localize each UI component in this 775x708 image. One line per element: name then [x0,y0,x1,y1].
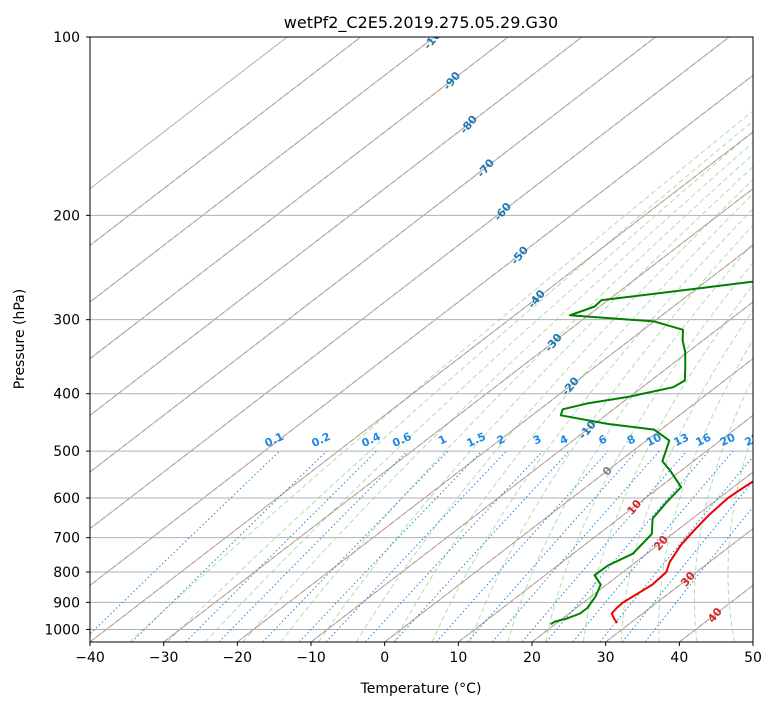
moist-adiabat-line [393,193,753,642]
x-tick-label: 30 [597,650,615,666]
mixing-ratio-line [262,450,449,642]
isotherm-line [531,471,753,642]
x-tick-label: 10 [449,650,467,666]
moist-adiabat-line [583,283,753,642]
mixing-ratio-line [436,450,609,642]
y-tick-label: 100 [53,30,80,46]
x-tick-label: −10 [296,650,326,666]
x-axis: −40 −30 −20 −10 0 10 20 30 40 50 [75,642,762,666]
isotherm-line [384,358,753,642]
isotherm-line [458,414,753,642]
isotherm-line [90,37,362,246]
mixing-ratio-line [467,450,638,642]
mixing-ratio-line [364,450,544,642]
mixing-ratio-line [545,450,710,642]
moist-adiabat-line [507,242,753,642]
chart-title: wetPf2_C2E5.2019.275.05.29.G30 [284,13,558,33]
x-tick-label: −30 [149,650,179,666]
mixing-ratio-label: 25 [743,431,762,449]
isotherm-line [237,244,753,642]
isotherm-line [90,37,656,473]
isotherm-line [605,528,753,642]
moist-adiabat-line [693,376,753,642]
isotherm-line [90,74,753,586]
isotherm-line [90,131,753,642]
moist-adiabat-line [355,179,753,642]
mixing-ratio-line [599,456,753,642]
mixing-ratio-label: 10 [644,431,664,449]
mixing-ratio-line [325,450,507,642]
moist-adiabat-line [166,120,753,642]
moist-adiabat-line [431,208,753,642]
y-tick-label: 800 [53,565,80,581]
y-tick-label: 600 [53,491,80,507]
x-tick-label: 0 [380,650,389,666]
isotherm-line [310,301,753,642]
moist-adiabat-line [204,130,753,642]
moist-adiabat-line [129,110,753,642]
x-tick-label: 40 [670,650,688,666]
isotherm-line [90,37,288,190]
mixing-ratio-line [622,480,753,642]
isotherm-line [90,37,509,360]
moist-adiabat-line [280,153,753,642]
mixing-ratio-lines [90,450,753,642]
mixing-ratio-label: 20 [718,431,738,449]
mixing-ratio-line [218,450,408,642]
mixing-ratio-line [90,450,281,635]
y-axis: 100 200 300 400 500 600 700 800 900 1000 [44,30,90,638]
x-tick-label: −40 [75,650,105,666]
moist-adiabat-line [545,261,753,642]
y-tick-label: 200 [53,208,80,224]
moist-adiabat-line [242,142,753,642]
mixing-ratio-label: 13 [672,431,691,449]
profile-line [550,280,753,626]
plot-frame [89,36,754,643]
y-tick-label: 1000 [44,622,80,638]
profile-line [610,480,753,624]
profile-lines [550,280,753,626]
y-tick-label: 900 [53,595,80,611]
moist-adiabat-line [727,431,753,642]
y-tick-label: 500 [53,444,80,460]
isotherm-line [90,37,435,303]
mixing-ratio-label: 16 [694,431,714,449]
mixing-ratio-line [131,450,327,642]
plot-area: 0.10.20.40.611.52346810131620253036-100-… [90,37,762,642]
isotherm-line [90,37,583,416]
isotherm-line [90,37,730,530]
mixing-ratio-line [298,450,483,642]
x-tick-label: 20 [523,650,541,666]
x-tick-label: −20 [223,650,253,666]
y-tick-label: 400 [53,387,80,403]
y-tick-label: 300 [53,313,80,329]
mixing-ratio-line [185,450,377,642]
y-tick-label: 700 [53,531,80,547]
y-axis-title: Pressure (hPa) [12,289,28,389]
mixing-ratio-line [572,450,734,642]
isotherm-line [163,188,753,642]
x-axis-title: Temperature (°C) [360,681,482,697]
x-tick-label: 50 [744,650,762,666]
